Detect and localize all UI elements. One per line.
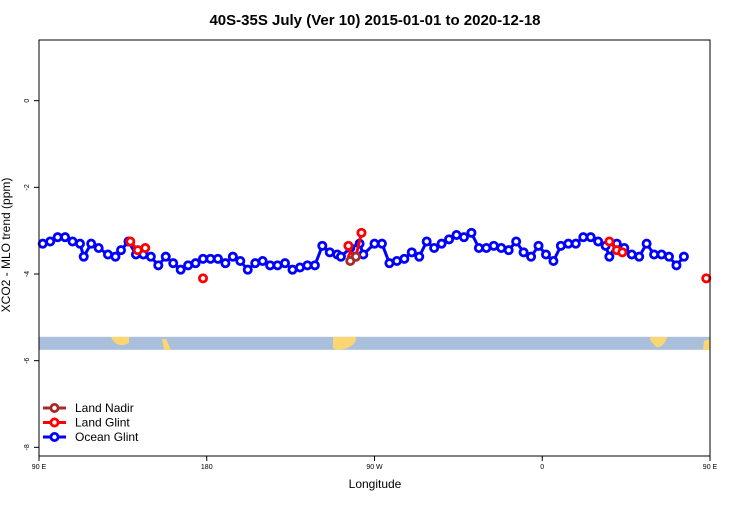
data-point (86, 238, 97, 249)
x-tick-label: 0 (540, 464, 544, 471)
y-tick-label: -8 (24, 444, 31, 450)
y-axis-label: XCO2 - MLO trend (ppm) (0, 178, 13, 313)
data-point (503, 245, 514, 256)
data-point (60, 232, 71, 243)
y-tick-label: -4 (24, 271, 31, 277)
land-shape (703, 338, 710, 350)
data-point (242, 264, 253, 275)
data-point (78, 251, 89, 262)
land-shape (333, 336, 356, 350)
ocean-strip (39, 336, 710, 350)
data-point (140, 242, 151, 253)
data-point (604, 251, 615, 262)
y-tick-label: -6 (24, 357, 31, 363)
data-point (701, 273, 712, 284)
data-point (343, 240, 354, 251)
land-shape (650, 336, 667, 347)
data-point (280, 258, 291, 269)
data-point (678, 251, 689, 262)
data-point (429, 242, 440, 253)
data-point (593, 236, 604, 247)
data-point (511, 236, 522, 247)
y-tick-label: -2 (24, 184, 31, 190)
data-point (444, 234, 455, 245)
data-point (160, 251, 171, 262)
data-point (526, 251, 537, 262)
data-point (533, 240, 544, 251)
data-point (518, 247, 529, 258)
data-point (641, 238, 652, 249)
data-point (145, 251, 156, 262)
data-point (45, 236, 56, 247)
legend-marker (49, 402, 60, 413)
data-point (93, 242, 104, 253)
data-point (421, 236, 432, 247)
data-point (414, 251, 425, 262)
data-point (540, 249, 551, 260)
data-point (376, 238, 387, 249)
x-tick-label: 180 (201, 464, 213, 471)
legend-marker (49, 431, 60, 442)
data-point (257, 255, 268, 266)
data-point (356, 227, 367, 238)
data-point (585, 232, 596, 243)
data-point (335, 251, 346, 262)
legend-label: Land Nadir (75, 401, 134, 415)
data-point (458, 232, 469, 243)
x-tick-label: 90 W (366, 464, 383, 471)
data-point (350, 251, 361, 262)
data-point (116, 245, 127, 256)
data-point (309, 260, 320, 271)
data-point (212, 253, 223, 264)
data-point (406, 247, 417, 258)
data-point (110, 251, 121, 262)
data-point (436, 238, 447, 249)
data-point (634, 251, 645, 262)
land-shape (111, 336, 129, 346)
data-point (220, 258, 231, 269)
legend-label: Ocean Glint (75, 430, 139, 444)
data-point (235, 255, 246, 266)
data-point (466, 227, 477, 238)
data-point (663, 251, 674, 262)
data-point (227, 251, 238, 262)
data-point (617, 247, 628, 258)
data-point (175, 264, 186, 275)
axes: 90 E 180 90 W 0 90 E 0 -2 -4 -6 -8 (24, 99, 718, 471)
data-point (198, 273, 209, 284)
data-point (570, 238, 581, 249)
legend-marker (49, 417, 60, 428)
chart-title: 40S-35S July (Ver 10) 2015-01-01 to 2020… (209, 12, 540, 29)
plot-area (37, 227, 712, 350)
y-tick-label: 0 (24, 99, 31, 103)
data-point (168, 258, 179, 269)
data-point (75, 238, 86, 249)
data-point (399, 253, 410, 264)
data-point (548, 255, 559, 266)
legend-label: Land Glint (75, 416, 130, 430)
data-point (190, 258, 201, 269)
data-point (671, 260, 682, 271)
x-tick-label: 90 E (703, 464, 718, 471)
data-point (125, 236, 136, 247)
data-point (604, 236, 615, 247)
x-tick-label: 90 E (32, 464, 47, 471)
data-point (153, 260, 164, 271)
data-point (317, 240, 328, 251)
land-shape (162, 338, 171, 350)
x-axis-label: Longitude (349, 477, 402, 491)
